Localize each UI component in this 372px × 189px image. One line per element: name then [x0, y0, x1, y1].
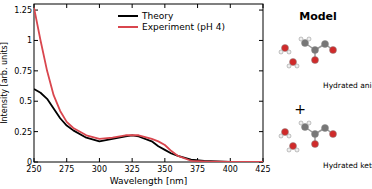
legend-label: Theory: [141, 11, 174, 21]
atom-hydrogen: [299, 121, 303, 125]
y-tick: [34, 162, 38, 163]
x-tick: [34, 158, 35, 162]
model-label: Hydrated ketone: [323, 161, 372, 170]
x-tick: [34, 4, 35, 8]
plot-frame: [34, 4, 263, 162]
y-tick-label: 1.25: [14, 6, 32, 15]
legend-swatch: [118, 26, 138, 28]
plus-sign: +: [294, 101, 306, 117]
model-title: Model: [299, 10, 337, 23]
x-tick: [132, 4, 133, 8]
y-tick: [34, 131, 38, 132]
atom-hydrogen: [299, 37, 303, 41]
atom-oxygen: [312, 57, 319, 64]
model-label: Hydrated anion: [323, 81, 372, 90]
legend-label: Experiment (pH 4): [142, 22, 225, 32]
x-tick-label: 300: [92, 165, 107, 174]
x-tick-label: 425: [255, 165, 270, 174]
atom-carbon: [322, 125, 329, 132]
x-tick: [99, 158, 100, 162]
y-tick-label: 0: [27, 158, 32, 167]
y-tick: [259, 40, 263, 41]
y-tick-label: 0.25: [14, 128, 32, 137]
atom-oxygen: [330, 47, 337, 54]
x-tick: [99, 4, 100, 8]
y-tick: [34, 40, 38, 41]
y-tick: [259, 70, 263, 71]
x-tick: [66, 4, 67, 8]
atom-carbon: [312, 47, 319, 54]
lines: [34, 8, 263, 162]
atom-hydrogen: [307, 37, 311, 41]
x-tick: [132, 158, 133, 162]
y-tick: [259, 131, 263, 132]
atom-hydrogen: [307, 121, 311, 125]
x-tick: [197, 4, 198, 8]
atom-hydrogen: [279, 50, 283, 54]
x-tick-label: 375: [190, 165, 205, 174]
x-tick: [66, 158, 67, 162]
x-tick-label: 400: [223, 165, 238, 174]
legend: TheoryExperiment (pH 4): [118, 11, 225, 32]
y-tick-label: 0.75: [14, 67, 32, 76]
atom-hydrogen: [279, 134, 283, 138]
x-axis-label: Wavelength [nm]: [110, 176, 188, 186]
atom-carbon: [312, 131, 319, 138]
y-tick: [34, 101, 38, 102]
y-tick-label: 1: [27, 36, 32, 45]
y-tick: [259, 10, 263, 11]
atom-hydrogen: [287, 50, 291, 54]
y-tick: [34, 70, 38, 71]
atom-hydrogen: [287, 148, 291, 152]
x-tick: [263, 4, 264, 8]
legend-swatch: [118, 15, 138, 17]
atom-hydrogen: [295, 148, 299, 152]
x-tick-label: 325: [125, 165, 140, 174]
y-tick-label: 0.5: [19, 97, 32, 106]
atom-hydrogen: [287, 134, 291, 138]
x-tick: [164, 4, 165, 8]
y-axis-label: Intensity [arb. units]: [0, 42, 9, 124]
atom-hydrogen: [295, 64, 299, 68]
atom-carbon: [322, 41, 329, 48]
atom-hydrogen: [287, 64, 291, 68]
y-tick: [259, 101, 263, 102]
x-tick: [164, 158, 165, 162]
x-tick: [230, 4, 231, 8]
atom-oxygen: [312, 141, 319, 148]
x-tick-label: 350: [157, 165, 172, 174]
series-line: [34, 89, 263, 162]
series-line: [34, 8, 263, 162]
atom-oxygen: [330, 131, 337, 138]
x-tick-label: 275: [59, 165, 74, 174]
